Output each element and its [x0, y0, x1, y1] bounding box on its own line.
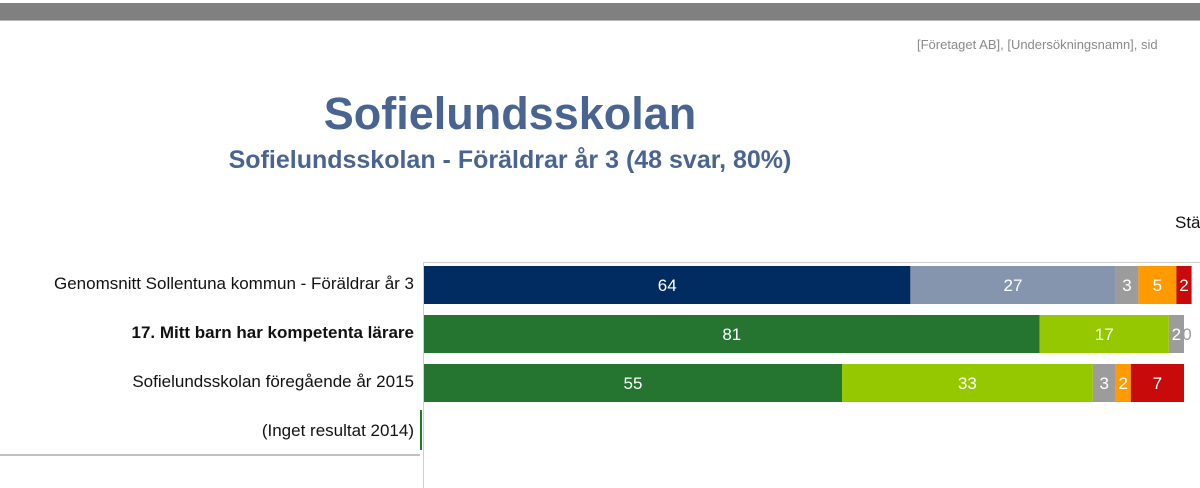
bar-value-label: 17 — [1095, 325, 1114, 344]
bar-value-label: 81 — [722, 325, 741, 344]
bar-value-label: 0 — [1182, 325, 1191, 344]
top-bar — [0, 3, 1200, 21]
bar-segment — [842, 364, 1093, 402]
bar-segment — [424, 315, 1040, 353]
bar-value-label: 7 — [1153, 374, 1162, 393]
page-title: Sofielundsskolan — [323, 88, 697, 139]
bar-segment — [1168, 315, 1184, 353]
bar-segment — [1130, 364, 1184, 402]
row-label-previous-year: Sofielundsskolan föregående år 2015 — [132, 372, 414, 391]
page-subtitle: Sofielundsskolan - Föräldrar år 3 (48 sv… — [228, 146, 792, 174]
legend-heading-cutoff: Stä — [1175, 213, 1200, 232]
bar-value-label: 2 — [1179, 276, 1188, 295]
bar-segment — [424, 364, 842, 402]
bars-group: 64 27 3 5 281 17 2 055 33 3 2 7 — [424, 266, 1192, 402]
bar-segment — [910, 266, 1116, 304]
bar-segment — [1115, 266, 1139, 304]
bar-segment — [1176, 266, 1192, 304]
bar-segment — [1039, 315, 1169, 353]
bar-segment — [1115, 364, 1131, 402]
bar-value-label: 2 — [1172, 325, 1181, 344]
row-label-no-result: (Inget resultat 2014) — [261, 421, 414, 440]
bar-value-label: 2 — [1118, 374, 1127, 393]
row-label-municipality-average: Genomsnitt Sollentuna kommun - Föräldrar… — [54, 274, 414, 293]
bar-value-label: 55 — [624, 374, 643, 393]
row-label-question: 17. Mitt barn har kompetenta lärare — [131, 323, 414, 342]
plot-frame — [423, 262, 1200, 488]
bar-value-label: 3 — [1122, 276, 1131, 295]
header-note: [Företaget AB], [Undersökningsnamn], sid — [917, 37, 1158, 52]
bar-segment — [1138, 266, 1177, 304]
bar-segment — [424, 266, 911, 304]
bar-segment — [1092, 364, 1116, 402]
bar-value-label: 5 — [1153, 276, 1162, 295]
bar-value-label: 64 — [658, 276, 677, 295]
bar-value-label: 33 — [958, 374, 977, 393]
bar-value-label: 3 — [1099, 374, 1108, 393]
bar-value-label: 27 — [1004, 276, 1023, 295]
